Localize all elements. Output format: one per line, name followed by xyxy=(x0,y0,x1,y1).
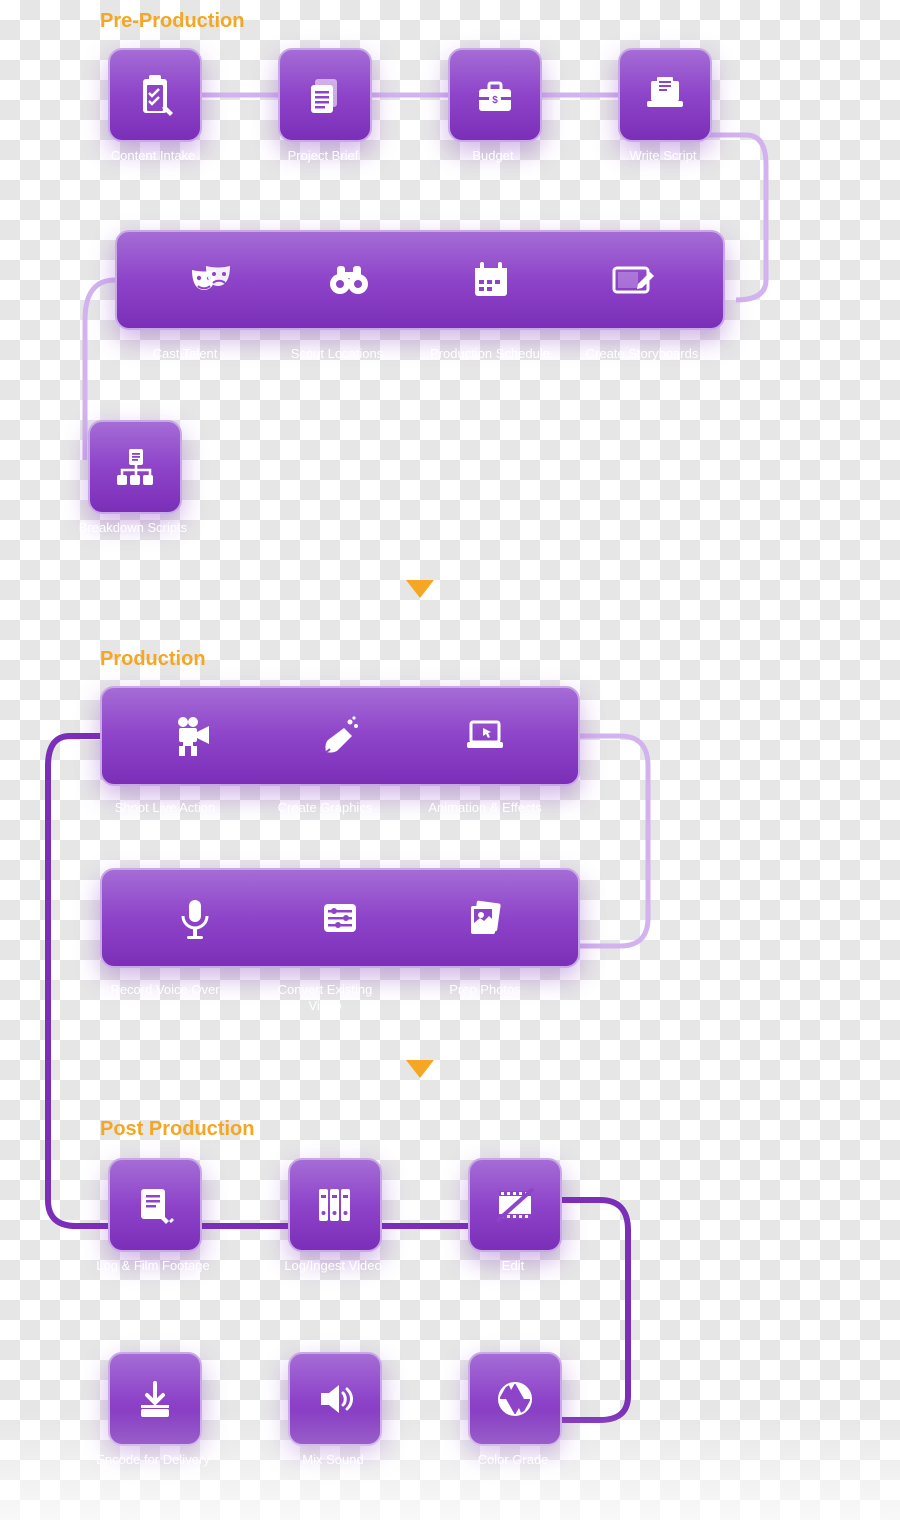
label-scout-locations: Scout Locations xyxy=(277,346,397,362)
bar-prod-2 xyxy=(100,868,580,968)
label-cast-talent: Cast Talent xyxy=(125,346,245,362)
label-animation: Animation & Effects xyxy=(425,800,545,816)
clipboard-icon xyxy=(130,70,180,120)
label-prod-schedule: Production Schedule xyxy=(430,346,550,362)
label-edit: Edit xyxy=(453,1258,573,1274)
tile-log-footage xyxy=(108,1158,202,1252)
tile-content-intake xyxy=(108,48,202,142)
section-title-preproduction: Pre-Production xyxy=(100,10,244,33)
label-write-script: Write Script xyxy=(603,148,723,164)
tile-budget xyxy=(448,48,542,142)
hierarchy-icon xyxy=(110,442,160,492)
bar-prod-1 xyxy=(100,686,580,786)
tile-breakdown-scripts xyxy=(88,420,182,514)
calendar-icon xyxy=(466,255,516,305)
label-ingest-video: Log/Ingest Video xyxy=(273,1258,393,1274)
laptop-cursor-icon xyxy=(460,711,510,761)
label-project-brief: Project Brief xyxy=(263,148,383,164)
laptop-doc-icon xyxy=(640,70,690,120)
label-content-intake: Content Intake xyxy=(93,148,213,164)
briefcase-money-icon xyxy=(470,70,520,120)
section-title-production: Production xyxy=(100,648,206,671)
photos-icon xyxy=(460,893,510,943)
arrow-to-production xyxy=(406,580,434,598)
section-title-postproduction: Post Production xyxy=(100,1118,254,1141)
film-cut-icon xyxy=(490,1180,540,1230)
label-convert-video: Convert Existing Video xyxy=(265,982,385,1015)
tablet-pen-icon xyxy=(607,255,657,305)
label-voice-over: Record Voice Over xyxy=(105,982,225,998)
microphone-icon xyxy=(170,893,220,943)
bar-preprod xyxy=(115,230,725,330)
log-icon xyxy=(130,1180,180,1230)
paintbrush-icon xyxy=(315,711,365,761)
documents-icon xyxy=(300,70,350,120)
label-prep-photos: Prep Photos xyxy=(425,982,545,998)
tile-write-script xyxy=(618,48,712,142)
label-budget: Budget xyxy=(433,148,553,164)
tile-edit xyxy=(468,1158,562,1252)
tile-project-brief xyxy=(278,48,372,142)
tile-ingest-video xyxy=(288,1158,382,1252)
sliders-icon xyxy=(315,893,365,943)
label-shoot-live: Shoot Live Action xyxy=(105,800,225,816)
label-log-footage: Log & Film Footage xyxy=(93,1258,213,1274)
label-storyboards: Create Storyboards xyxy=(582,346,702,362)
binoculars-icon xyxy=(324,255,374,305)
masks-icon xyxy=(183,255,233,305)
binders-icon xyxy=(310,1180,360,1230)
watermark-fade xyxy=(0,1410,900,1520)
label-breakdown-scripts: Breakdown Scripts xyxy=(73,520,193,536)
camera-icon xyxy=(170,711,220,761)
arrow-to-post xyxy=(406,1060,434,1078)
label-create-graphics: Create Graphics xyxy=(265,800,385,816)
